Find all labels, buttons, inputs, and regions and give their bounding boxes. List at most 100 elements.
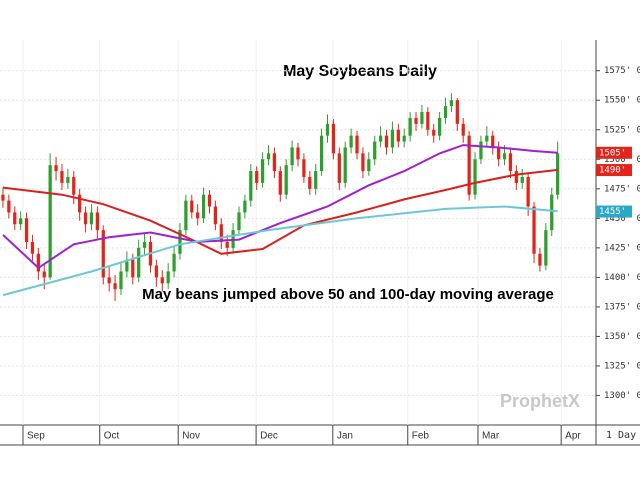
x-tick-label: Nov	[182, 431, 200, 442]
y-tick-label: 1300' 0	[604, 391, 640, 401]
candle-body	[142, 241, 147, 248]
candle-body	[402, 135, 406, 142]
candle-body	[225, 241, 229, 248]
candle-body	[201, 194, 206, 219]
candle-body	[526, 176, 530, 207]
x-tick-label: Apr	[565, 431, 581, 442]
candle-body	[455, 100, 459, 124]
candle-body	[113, 283, 117, 290]
candle-body	[266, 153, 271, 160]
candle-body	[361, 153, 365, 172]
candle-body	[432, 129, 436, 136]
x-tick-label: Dec	[260, 431, 278, 442]
candle-body	[42, 271, 46, 278]
candle-body	[420, 112, 424, 124]
candle-body	[172, 253, 176, 272]
candle-body	[243, 200, 247, 213]
moving-average	[2, 205, 558, 297]
watermark: ProphetX	[500, 391, 580, 411]
candle-body	[414, 117, 418, 124]
candle-body	[160, 277, 164, 284]
candle-body	[107, 277, 111, 284]
x-tick-label: Jan	[337, 431, 353, 442]
candle-body	[491, 135, 495, 148]
y-tick-label: 1550' 0	[604, 96, 640, 106]
candle-body	[502, 153, 507, 160]
candle-body	[190, 200, 194, 213]
candle-body	[30, 241, 35, 254]
candle-body	[249, 171, 253, 201]
candle-body	[532, 206, 536, 254]
x-tick-label: Feb	[412, 431, 430, 442]
price-label-box	[596, 164, 632, 177]
candle-body	[72, 176, 76, 195]
x-tick-label: Mar	[482, 431, 500, 442]
price-label-box	[596, 146, 632, 159]
plot-area: 1300' 0 1325' 0 1350' 0 1375' 0 1400' 0 1425'…	[0, 40, 640, 445]
candle-body	[54, 165, 58, 172]
price-label: 1455' 6	[599, 207, 637, 217]
candle-body	[137, 247, 141, 278]
candle-body	[343, 147, 347, 183]
candle-body	[373, 141, 377, 160]
candle-body	[337, 153, 341, 183]
annotation: May beans jumped above 50 and 100-day mo…	[142, 286, 554, 303]
candle-body	[408, 117, 412, 136]
candle-body	[390, 129, 395, 148]
candle-body	[89, 212, 94, 225]
candle-body	[184, 200, 188, 231]
y-tick-label: 1450' 0	[604, 214, 640, 224]
candle-body	[467, 135, 471, 195]
y-tick-label: 1425' 0	[604, 243, 640, 253]
candle-body	[278, 171, 282, 195]
candle-body	[1, 194, 5, 201]
candle-body	[213, 206, 218, 225]
chart-title: May Soybeans Daily	[283, 63, 437, 80]
candle-body	[325, 123, 330, 136]
candle-body	[378, 135, 383, 142]
candle-body	[461, 123, 465, 136]
candle-body	[36, 253, 40, 272]
moving-average	[2, 144, 558, 270]
candle-body	[544, 230, 548, 266]
candle-body	[131, 259, 135, 278]
candle-body	[520, 176, 524, 183]
price-label: 1490' 7	[599, 166, 637, 176]
candle-body	[101, 230, 105, 278]
candle-body	[219, 224, 223, 242]
candle-body	[438, 117, 442, 136]
candle-body	[125, 259, 129, 272]
moving-average	[2, 168, 558, 255]
candle-body	[7, 200, 11, 213]
interval-label: 1 Day	[606, 430, 636, 441]
candle-body	[95, 212, 99, 231]
price-label-box	[596, 205, 632, 218]
candle-body	[355, 135, 359, 154]
candle-body	[196, 212, 200, 219]
candle-body	[260, 159, 265, 183]
candle-body	[449, 100, 454, 107]
candle-body	[60, 171, 64, 183]
candle-body	[308, 176, 312, 189]
candle-body	[83, 212, 88, 225]
price-label: 1505' 4	[599, 148, 637, 158]
y-tick-label: 1350' 0	[604, 332, 640, 342]
y-tick-label: 1400' 0	[604, 273, 640, 283]
candle-body	[154, 265, 158, 278]
candle-body	[473, 159, 477, 195]
candle-body	[538, 253, 542, 266]
x-tick-label: Sep	[27, 431, 45, 442]
candle-body	[255, 171, 259, 183]
candle-body	[550, 194, 554, 231]
y-tick-label: 1575' 0	[604, 66, 640, 76]
y-tick-label: 1325' 0	[604, 361, 640, 371]
candle-body	[66, 176, 70, 183]
candle-body	[426, 112, 430, 130]
candle-body	[302, 159, 306, 177]
candle-body	[24, 218, 29, 242]
candle-body	[78, 194, 82, 213]
candle-body	[290, 147, 294, 166]
candle-body	[443, 106, 448, 118]
candle-body	[48, 165, 52, 278]
